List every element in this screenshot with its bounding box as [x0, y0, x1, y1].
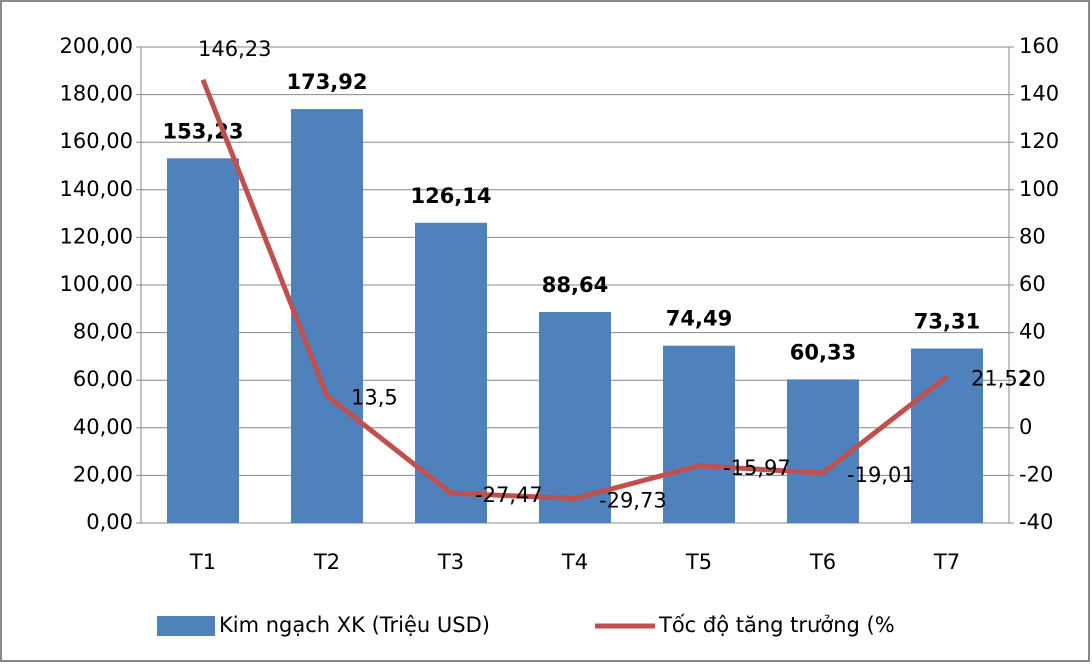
data-label: 146,23 — [198, 37, 271, 61]
y-tick-label: 180,00 — [60, 82, 133, 106]
y2-tick-label: -20 — [1019, 462, 1053, 486]
data-label: 13,5 — [351, 386, 398, 410]
y-tick-label: 80,00 — [73, 320, 133, 344]
y2-tick-label: 60 — [1019, 272, 1046, 296]
legend-label: Kim ngạch XK (Triệu USD) — [219, 613, 490, 637]
data-label: -19,01 — [847, 463, 915, 487]
data-label: -29,73 — [599, 489, 667, 513]
bar — [415, 222, 487, 523]
bar — [167, 158, 239, 523]
y-tick-label: 40,00 — [73, 415, 133, 439]
y-tick-label: 60,00 — [73, 367, 133, 391]
x-tick-label: T2 — [313, 550, 340, 574]
y2-tick-label: 160 — [1019, 34, 1059, 58]
data-label: 74,49 — [666, 307, 732, 331]
y2-tick-label: 140 — [1019, 82, 1059, 106]
x-tick-label: T3 — [437, 550, 464, 574]
y-tick-label: 200,00 — [60, 34, 133, 58]
y2-tick-label: 100 — [1019, 177, 1059, 201]
bar — [291, 109, 363, 523]
line — [200, 78, 949, 502]
bar — [539, 312, 611, 523]
x-tick-label: T5 — [685, 550, 712, 574]
y2-tick-label: -40 — [1019, 510, 1053, 534]
y2-tick-label: 40 — [1019, 320, 1046, 344]
y-tick-label: 0,00 — [86, 510, 133, 534]
data-label: 153,23 — [162, 119, 243, 143]
data-label: 173,92 — [286, 70, 367, 94]
x-tick-label: T6 — [809, 550, 836, 574]
data-label: 126,14 — [410, 184, 491, 208]
data-label: 73,31 — [914, 310, 980, 334]
x-tick-label: T7 — [933, 550, 960, 574]
y2-tick-label: 80 — [1019, 224, 1046, 248]
legend-swatch — [157, 616, 215, 636]
data-label: 60,33 — [790, 340, 856, 364]
y-tick-label: 160,00 — [60, 129, 133, 153]
data-label: 88,64 — [542, 273, 608, 297]
data-label: -27,47 — [475, 483, 543, 507]
x-tick-label: T1 — [189, 550, 216, 574]
y-tick-label: 120,00 — [60, 224, 133, 248]
y-tick-label: 20,00 — [73, 462, 133, 486]
bar — [663, 345, 735, 523]
y2-tick-label: 120 — [1019, 129, 1059, 153]
data-label: -15,97 — [723, 456, 791, 480]
y-tick-label: 140,00 — [60, 177, 133, 201]
legend-label: Tốc độ tăng trưởng (% — [658, 613, 895, 637]
x-tick-label: T4 — [561, 550, 588, 574]
y2-tick-label: 20 — [1019, 367, 1046, 391]
data-label: 21,52 — [971, 367, 1031, 391]
y-tick-label: 100,00 — [60, 272, 133, 296]
y2-tick-label: 0 — [1019, 415, 1032, 439]
